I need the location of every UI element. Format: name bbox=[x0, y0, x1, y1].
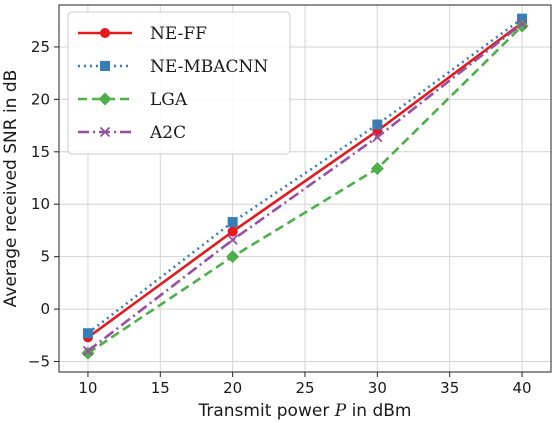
legend-marker bbox=[99, 126, 111, 138]
data-point bbox=[227, 234, 238, 246]
legend-label: LGA bbox=[150, 90, 188, 110]
y-tick-label: 10 bbox=[31, 195, 50, 213]
x-tick-label: 35 bbox=[440, 379, 459, 397]
data-point bbox=[516, 18, 528, 30]
legend-marker bbox=[98, 92, 112, 106]
x-axis-label: Transmit power P in dBm bbox=[197, 401, 411, 421]
x-tick-label: 40 bbox=[513, 379, 532, 397]
legend-item: LGA bbox=[78, 90, 188, 110]
x-tick-label: 25 bbox=[295, 379, 314, 397]
series-line bbox=[87, 21, 523, 339]
legend-item: A2C bbox=[78, 123, 186, 143]
y-tick-label: −5 bbox=[28, 353, 50, 371]
data-point bbox=[515, 19, 529, 33]
legend-marker bbox=[100, 28, 110, 38]
legend-item: NE-MBACNN bbox=[78, 57, 268, 77]
x-axis-label-text: Transmit power bbox=[197, 401, 329, 421]
plot-series bbox=[81, 13, 529, 360]
y-tick-label: 5 bbox=[40, 248, 50, 266]
data-point bbox=[227, 226, 238, 237]
legend-label: NE-FF bbox=[150, 24, 207, 44]
y-axis-label: Average received SNR in dB bbox=[1, 70, 21, 308]
y-tick-label: 20 bbox=[31, 90, 50, 108]
y-tick-label: 0 bbox=[40, 300, 50, 318]
legend-marker bbox=[100, 61, 110, 71]
data-point bbox=[372, 131, 383, 143]
data-point bbox=[227, 217, 238, 228]
legend-label: NE-MBACNN bbox=[150, 57, 268, 77]
x-axis-label-unit: in dBm bbox=[352, 401, 412, 421]
series-line bbox=[87, 22, 523, 353]
y-tick-label: 25 bbox=[31, 38, 50, 56]
x-axis-label-symbol: P bbox=[334, 401, 347, 421]
x-tick-label: 20 bbox=[223, 379, 242, 397]
series-ne-mbacnn bbox=[82, 13, 528, 339]
x-tick-label: 10 bbox=[78, 379, 97, 397]
data-point bbox=[372, 119, 383, 130]
y-tick-label: 15 bbox=[31, 143, 50, 161]
legend: NE-FF NE-MBACNN LGA A2C bbox=[67, 11, 291, 155]
data-point bbox=[82, 328, 93, 339]
series-lga bbox=[81, 19, 529, 360]
series-a2c bbox=[82, 18, 528, 357]
x-tick-label: 30 bbox=[368, 379, 387, 397]
x-tick-label: 15 bbox=[151, 379, 170, 397]
series-line bbox=[87, 25, 523, 355]
data-point bbox=[82, 345, 94, 357]
legend-label: A2C bbox=[149, 123, 186, 143]
data-point bbox=[517, 13, 528, 24]
legend-box bbox=[67, 11, 291, 155]
data-point bbox=[370, 162, 384, 176]
data-point bbox=[226, 250, 240, 264]
series-line bbox=[87, 17, 523, 335]
axis-ticks: 10 15 20 25 30 35 40 −5 0 5 10 15 20 25 bbox=[28, 38, 532, 397]
legend-item: NE-FF bbox=[78, 24, 207, 44]
